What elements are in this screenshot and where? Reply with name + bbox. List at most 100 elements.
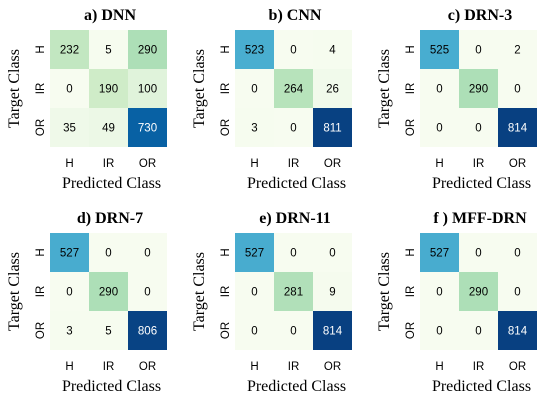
cell-value: 0 (436, 84, 442, 96)
matrix-cell (459, 233, 498, 272)
matrix-cell (128, 69, 167, 108)
matrix-cell (50, 108, 89, 147)
cell-value: 4 (329, 45, 336, 57)
cell-value: 3 (251, 123, 257, 135)
cell-value: 527 (60, 248, 79, 260)
panel-title: f ) MFF-DRN (433, 210, 527, 227)
cell-value: 525 (430, 45, 449, 57)
y-tick-label: IR (405, 286, 417, 298)
x-tick-label: H (65, 158, 73, 170)
x-tick-label: H (435, 158, 443, 170)
matrix-cell (50, 30, 89, 69)
matrix-cell (50, 233, 89, 272)
cell-value: 0 (290, 248, 296, 260)
matrix-cell (89, 108, 128, 147)
y-tick-label: IR (220, 83, 232, 95)
y-tick-label: H (220, 248, 232, 256)
matrix-cell (313, 69, 352, 108)
cell-value: 811 (323, 123, 341, 135)
cell-value: 0 (514, 84, 520, 96)
cell-value: 0 (290, 326, 296, 338)
cell-value: 290 (138, 45, 157, 57)
panel-3: c) DRN-3 525 0 2 0 290 0 0 0 814 H IR OR H IR OR Target … (376, 7, 537, 192)
x-tick-label: IR (288, 361, 300, 373)
matrix-cell (420, 30, 459, 69)
x-tick-label: OR (324, 158, 341, 170)
panel-1: a) DNN 232 5 290 0 190 100 35 49 730 H IR OR H IR OR Tar… (6, 7, 167, 192)
matrix-cell (420, 311, 459, 350)
matrix-cell (313, 233, 352, 272)
matrix-cell (50, 311, 89, 350)
cell-value: 806 (138, 326, 157, 338)
matrix-cell (459, 272, 498, 311)
matrix-cell (313, 311, 352, 350)
matrix-cell (128, 311, 167, 350)
x-axis-label: Predicted Class (432, 175, 531, 192)
cell-value: 527 (245, 248, 264, 260)
matrix-cell (235, 233, 274, 272)
y-tick-label: OR (405, 119, 417, 136)
cell-value: 281 (284, 287, 303, 299)
cell-value: 0 (514, 248, 520, 260)
y-axis-label: Target Class (191, 252, 208, 331)
matrix-cell (498, 233, 537, 272)
x-axis-label: Predicted Class (62, 175, 161, 192)
y-tick-label: OR (405, 322, 417, 339)
cell-value: 0 (105, 248, 111, 260)
x-tick-label: OR (509, 158, 526, 170)
panel-6: f ) MFF-DRN 527 0 0 0 290 0 0 0 814 H IR OR H IR OR Targ… (376, 210, 537, 395)
x-tick-label: IR (473, 158, 485, 170)
y-tick-label: IR (35, 286, 47, 298)
matrix-cell (459, 30, 498, 69)
cell-value: 3 (66, 326, 72, 338)
y-axis-label: Target Class (191, 49, 208, 128)
cell-value: 0 (66, 287, 72, 299)
cell-value: 290 (469, 287, 488, 299)
matrix-cell (89, 69, 128, 108)
matrix-cell (420, 108, 459, 147)
cell-value: 9 (329, 287, 335, 299)
panel-title: d) DRN-7 (77, 210, 143, 227)
y-tick-label: H (35, 248, 47, 256)
panel-title: c) DRN-3 (448, 7, 512, 24)
matrix-cell (459, 108, 498, 147)
matrix-cell (235, 108, 274, 147)
x-axis-label: Predicted Class (247, 175, 346, 192)
x-tick-label: OR (139, 158, 156, 170)
x-tick-label: H (435, 361, 443, 373)
cell-value: 0 (436, 123, 442, 135)
cell-value: 0 (329, 248, 335, 260)
y-tick-label: OR (220, 322, 232, 339)
matrix-cell (274, 69, 313, 108)
cell-value: 290 (99, 287, 118, 299)
cell-value: 814 (508, 123, 528, 135)
cell-value: 730 (138, 123, 157, 135)
x-tick-label: OR (509, 361, 526, 373)
matrix-cell (235, 69, 274, 108)
x-tick-label: IR (103, 361, 115, 373)
panel-5: e) DRN-11 527 0 0 0 281 9 0 0 814 H IR OR H IR OR Target… (191, 210, 352, 395)
cell-value: 5 (105, 45, 111, 57)
cell-value: 0 (475, 326, 481, 338)
cell-value: 0 (144, 248, 150, 260)
matrix-cell (498, 311, 537, 350)
cell-value: 35 (63, 123, 76, 135)
cell-value: 100 (138, 84, 157, 96)
matrix-cell (313, 108, 352, 147)
matrix-cell (274, 272, 313, 311)
cell-value: 49 (102, 123, 115, 135)
panel-2: b) CNN 523 0 4 0 264 26 3 0 811 H IR OR H IR OR Target C… (191, 7, 352, 192)
matrix-cell (420, 233, 459, 272)
cell-value: 0 (475, 123, 481, 135)
cell-value: 0 (436, 326, 442, 338)
cell-value: 0 (144, 287, 150, 299)
panel-title: b) CNN (269, 7, 322, 24)
cell-value: 814 (323, 326, 343, 338)
x-tick-label: IR (473, 361, 485, 373)
cell-value: 5 (105, 326, 111, 338)
x-tick-label: OR (139, 361, 156, 373)
x-axis-label: Predicted Class (247, 378, 346, 395)
x-tick-label: IR (103, 158, 115, 170)
matrix-cell (235, 30, 274, 69)
